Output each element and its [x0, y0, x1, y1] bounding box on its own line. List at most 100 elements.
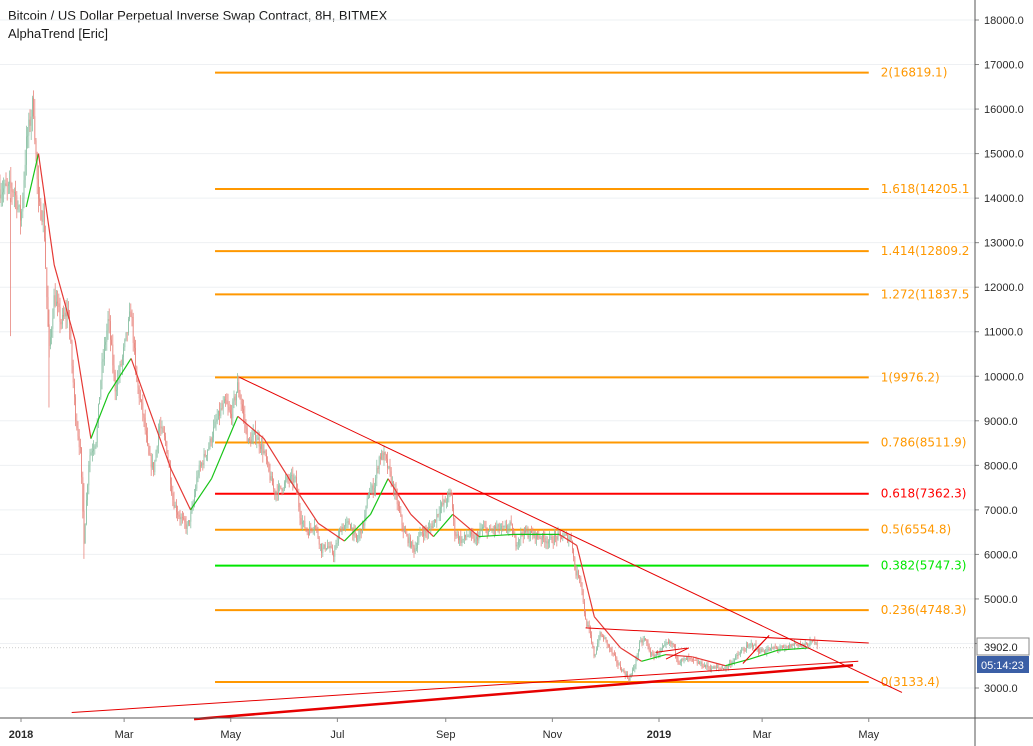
candle-body: [346, 521, 348, 523]
candle-body: [450, 492, 452, 496]
candle-body: [470, 532, 471, 536]
last-price-text: 3902.0: [984, 642, 1018, 654]
candle-body: [14, 192, 15, 194]
candle-body: [5, 183, 7, 186]
candle-body: [507, 529, 508, 530]
candle-body: [100, 380, 102, 398]
candle-body: [711, 668, 712, 670]
candle-body: [323, 544, 325, 548]
candle-body: [304, 520, 306, 528]
candle-body: [454, 519, 456, 536]
candle-body: [623, 669, 625, 673]
candle-body: [796, 643, 798, 645]
candle-body: [690, 658, 692, 659]
candle-body: [600, 632, 602, 637]
candle-body: [467, 535, 469, 537]
candle-body: [576, 570, 578, 576]
candle-body: [453, 508, 454, 520]
candle-body: [772, 646, 774, 649]
candle-body: [603, 636, 604, 640]
candle-body: [156, 446, 158, 452]
last-price-badge: [976, 637, 1030, 656]
candle-body: [71, 341, 73, 366]
candle-body: [68, 309, 69, 317]
candle-body: [155, 451, 157, 462]
candle-body: [213, 427, 214, 438]
candle-body: [566, 534, 567, 536]
fib-level-label: 1.618(14205.1: [881, 182, 970, 196]
candle-body: [638, 649, 639, 656]
y-tick-label: 17000.0: [984, 60, 1024, 72]
candle-body: [9, 181, 10, 184]
candle-body: [542, 533, 543, 540]
alphatrend-segment: [25, 153, 40, 208]
candle-body: [604, 637, 606, 640]
candle-body: [158, 431, 159, 447]
candle-body: [86, 500, 87, 524]
candle-body: [56, 301, 57, 306]
candle-body: [8, 183, 9, 186]
candle-body: [198, 465, 200, 476]
alphatrend-line: [25, 153, 810, 667]
candle-body: [777, 647, 778, 650]
candle-body: [185, 522, 187, 529]
candle-body: [22, 198, 24, 212]
candles: [0, 90, 818, 683]
candle-body: [317, 529, 319, 538]
candle-body: [624, 672, 626, 676]
alphatrend-segment: [237, 415, 265, 440]
candle-body: [560, 532, 561, 536]
candle-body: [586, 619, 588, 627]
candle-body: [389, 466, 391, 472]
candle-body: [161, 427, 163, 429]
candle-body: [357, 538, 358, 540]
fibonacci-levels: 2(16819.1) 1.618(14205.1 1.414(12809.2 1.27…: [215, 66, 969, 689]
candle-body: [750, 643, 752, 645]
candle-body: [98, 404, 99, 424]
candle-body: [435, 519, 436, 522]
candle-body: [216, 418, 218, 422]
candle-body: [530, 530, 531, 536]
candle-body: [42, 210, 44, 222]
candle-body: [173, 499, 175, 508]
candle-body: [350, 524, 351, 529]
candle-body: [428, 528, 429, 533]
candle-body: [593, 647, 595, 657]
alphatrend-segment: [130, 358, 150, 408]
candle-body: [131, 316, 133, 318]
candle-body: [431, 526, 433, 529]
candle-body: [634, 666, 636, 669]
y-tick-label: 3000.0: [984, 683, 1018, 695]
candle-body: [215, 421, 217, 423]
candle-body: [291, 475, 292, 476]
candle-body: [569, 537, 571, 539]
candle-body: [219, 410, 220, 416]
candle-body: [276, 491, 278, 495]
candle-body: [650, 651, 651, 655]
candle-body: [484, 526, 486, 528]
candle-body: [370, 489, 372, 494]
candle-body: [240, 398, 242, 405]
candle-body: [60, 321, 62, 325]
candle-body: [666, 642, 668, 644]
candle-body: [2, 192, 3, 195]
candle-body: [713, 666, 715, 669]
candle-body: [94, 446, 96, 449]
candle-body: [233, 396, 235, 402]
indicator-label[interactable]: AlphaTrend [Eric]: [8, 26, 108, 41]
candle-body: [164, 432, 165, 437]
candle-body: [149, 454, 151, 456]
alphatrend-segment: [37, 153, 55, 266]
candle-body: [526, 530, 528, 533]
candle-body: [766, 650, 768, 653]
candle-body: [176, 505, 177, 513]
candle-body: [612, 652, 614, 654]
candle-body: [329, 546, 331, 548]
candle-body: [742, 649, 744, 651]
candle-body: [621, 669, 622, 672]
candle-body: [737, 655, 739, 656]
candle-body: [327, 546, 328, 549]
candle-body: [77, 427, 79, 437]
candle-body: [653, 654, 655, 658]
